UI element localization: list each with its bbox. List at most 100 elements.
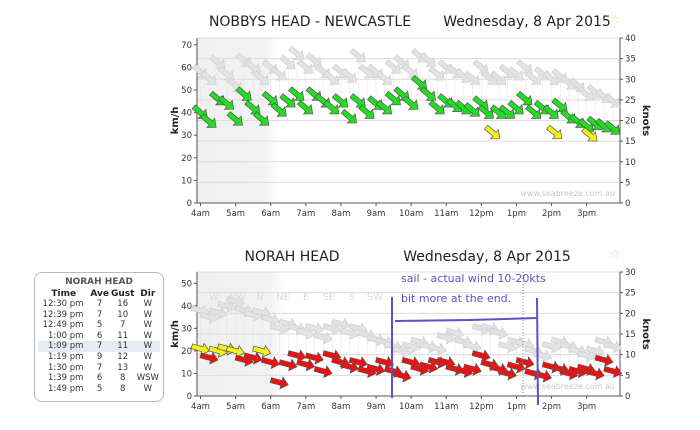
y2-tick-label: 10: [625, 158, 636, 168]
table-row[interactable]: 1:49 pm 5 8 W: [38, 384, 160, 395]
average-arrow: [581, 126, 598, 142]
y2-tick-label: 20: [625, 309, 636, 319]
average-arrow: [226, 111, 243, 126]
table-row[interactable]: 1:19 pm 9 12 W: [38, 352, 160, 363]
gust-arrow: [217, 299, 237, 313]
y2-tick-label: 10: [625, 351, 636, 361]
table-row[interactable]: 1:30 pm 7 13 W: [38, 363, 160, 374]
average-arrow: [217, 95, 235, 110]
cell-ave: 7: [96, 362, 103, 373]
y2-axis-label: knots: [640, 318, 651, 349]
gust-arrow: [542, 70, 559, 85]
table-row[interactable]: 1:00 pm 6 11 W: [38, 331, 160, 342]
x-tick-label: 8am: [331, 402, 350, 412]
y2-tick-label: 25: [625, 289, 636, 299]
cell-time: 12:49 pm: [42, 320, 84, 331]
gust-arrow: [427, 342, 447, 356]
header-gust: Gust: [110, 289, 135, 299]
cell-time: 1:30 pm: [47, 362, 84, 373]
y-tick-label: 70: [181, 41, 192, 51]
direction-label: SE: [323, 292, 336, 303]
cell-gust: 8: [120, 373, 126, 384]
gust-arrow: [576, 349, 596, 363]
gust-arrow: [525, 70, 542, 85]
average-arrow: [190, 342, 210, 356]
table-row[interactable]: 12:39 pm 7 10 W: [38, 310, 160, 321]
cell-ave: 5: [96, 383, 103, 394]
cell-dir: W: [143, 299, 152, 309]
gust-arrow: [445, 326, 465, 340]
average-arrow: [471, 349, 491, 363]
cell-time: 12:39 pm: [42, 309, 84, 320]
cell-gust: 16: [117, 299, 129, 309]
header-time: Time: [51, 289, 77, 299]
cell-gust: 10: [117, 309, 129, 320]
table-row[interactable]: 12:30 pm 7 16 W: [38, 299, 160, 310]
cell-dir: W: [143, 330, 152, 341]
table-row[interactable]: 1:39 pm 6 8 WSW: [38, 373, 160, 384]
y-tick-label: 10: [181, 176, 192, 186]
header-dir: Dir: [140, 289, 156, 299]
average-arrow: [278, 358, 298, 372]
gust-arrow: [603, 340, 623, 354]
y2-tick-label: 35: [625, 55, 636, 65]
table-row[interactable]: 12:49 pm 5 7 W: [38, 320, 160, 331]
average-arrow: [313, 365, 333, 379]
y-tick-label: 60: [181, 63, 192, 73]
gust-arrow: [225, 295, 245, 309]
gust-arrow: [419, 52, 436, 67]
cell-ave: 6: [96, 330, 103, 341]
y2-tick-label: 5: [625, 371, 630, 381]
average-arrow: [603, 365, 623, 379]
cell-time: 1:00 pm: [47, 330, 84, 341]
x-tick-label: 5am: [226, 402, 245, 412]
x-tick-label: 11am: [434, 209, 458, 219]
average-arrow: [506, 360, 526, 374]
y-tick-label: 10: [181, 369, 192, 379]
cell-gust: 11: [109, 341, 136, 352]
average-arrow: [366, 362, 386, 376]
gust-arrow: [322, 322, 342, 336]
x-tick-label: 7am: [296, 402, 315, 412]
x-tick-label: 12pm: [469, 209, 494, 219]
y-axis-label: km/h: [170, 107, 181, 135]
gust-arrow: [270, 65, 287, 81]
x-tick-label: 4am: [191, 209, 210, 219]
y2-axis-label: knots: [640, 105, 651, 136]
gust-arrow: [585, 344, 605, 358]
average-arrow: [252, 344, 272, 358]
gust-arrow: [296, 59, 314, 74]
cell-dir: W: [143, 362, 152, 373]
average-arrow: [525, 104, 542, 119]
cell-gust: 8: [120, 383, 126, 394]
average-arrow: [339, 360, 359, 374]
table-row[interactable]: 1:09 pm 7 11 W: [38, 341, 160, 352]
average-arrow: [498, 104, 515, 119]
cell-time: 1:09 pm: [38, 341, 90, 352]
gust-arrow: [384, 59, 401, 74]
gust-arrow: [507, 65, 524, 81]
y-tick-label: 30: [181, 324, 192, 334]
chart-title: NORAH HEAD: [245, 249, 340, 265]
cell-dir: W: [143, 383, 152, 394]
x-tick-label: 7am: [296, 209, 315, 219]
average-arrow: [463, 102, 480, 117]
y2-tick-label: 0: [625, 392, 630, 402]
chart-date: Wednesday, 8 Apr 2015: [443, 14, 611, 30]
gust-arrow: [199, 310, 219, 325]
average-arrow: [358, 104, 375, 119]
gust-arrow: [541, 340, 561, 354]
x-tick-label: 2pm: [542, 402, 561, 412]
average-arrow: [483, 124, 501, 140]
y-tick-label: 50: [181, 279, 192, 289]
gust-arrow: [200, 70, 217, 85]
annotation-range-line: [394, 317, 539, 322]
favourite-star-icon: ☆: [609, 12, 621, 27]
x-tick-label: 12pm: [469, 402, 494, 412]
cell-time: 1:39 pm: [47, 373, 84, 384]
x-tick-label: 11am: [434, 402, 458, 412]
cell-time: 12:30 pm: [42, 299, 84, 309]
average-arrow: [418, 360, 438, 374]
y2-tick-label: 25: [625, 96, 636, 106]
y2-tick-label: 30: [625, 268, 636, 278]
